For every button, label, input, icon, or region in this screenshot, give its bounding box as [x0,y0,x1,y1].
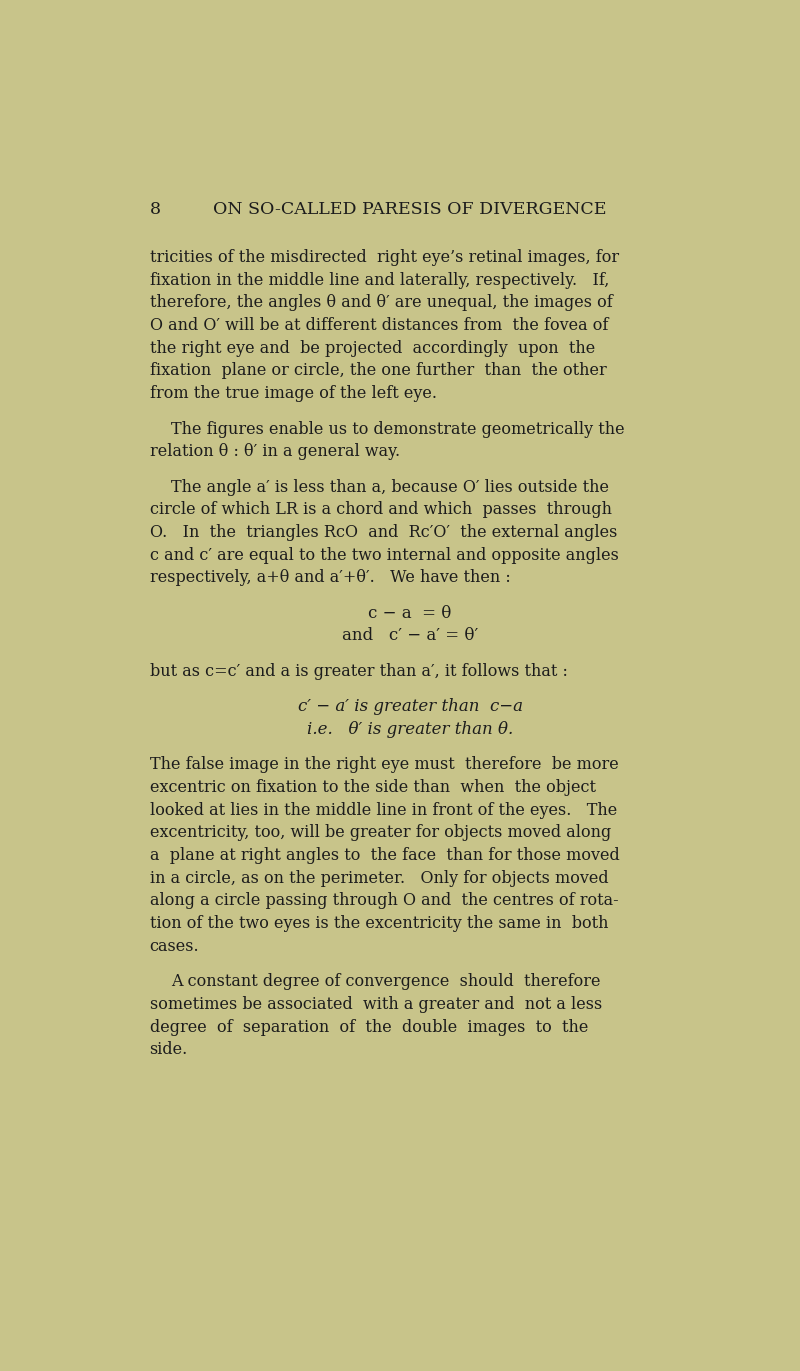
Text: respectively, a+θ and a′+θ′.   We have then :: respectively, a+θ and a′+θ′. We have the… [150,569,510,587]
Text: tricities of the misdirected  right eye’s retinal images, for: tricities of the misdirected right eye’s… [150,250,618,266]
Text: in a circle, as on the perimeter.   Only for objects moved: in a circle, as on the perimeter. Only f… [150,869,608,887]
Text: fixation  plane or circle, the one further  than  the other: fixation plane or circle, the one furthe… [150,362,606,380]
Text: c′ − a′ is greater than  c−a: c′ − a′ is greater than c−a [298,698,522,716]
Text: a  plane at right angles to  the face  than for those moved: a plane at right angles to the face than… [150,847,619,864]
Text: O.   In  the  triangles RcO  and  Rc′O′  the external angles: O. In the triangles RcO and Rc′O′ the ex… [150,524,617,542]
Text: The figures enable us to demonstrate geometrically the: The figures enable us to demonstrate geo… [171,421,625,437]
Text: looked at lies in the middle line in front of the eyes.   The: looked at lies in the middle line in fro… [150,802,617,818]
Text: the right eye and  be projected  accordingly  upon  the: the right eye and be projected according… [150,340,595,356]
Text: cases.: cases. [150,938,199,954]
Text: but as c=c′ and a is greater than a′, it follows that :: but as c=c′ and a is greater than a′, it… [150,662,567,680]
Text: 8: 8 [150,202,161,218]
Text: along a circle passing through O and  the centres of rota-: along a circle passing through O and the… [150,893,618,909]
Text: ON SO-CALLED PARESIS OF DIVERGENCE: ON SO-CALLED PARESIS OF DIVERGENCE [214,202,606,218]
Text: c − a  = θ: c − a = θ [368,605,452,621]
Text: circle of which LR is a chord and which  passes  through: circle of which LR is a chord and which … [150,502,612,518]
Text: The angle a′ is less than a, because O′ lies outside the: The angle a′ is less than a, because O′ … [171,478,610,495]
Text: side.: side. [150,1041,188,1058]
Text: from the true image of the left eye.: from the true image of the left eye. [150,385,437,402]
Text: The false image in the right eye must  therefore  be more: The false image in the right eye must th… [150,757,618,773]
Text: and   c′ − a′ = θ′: and c′ − a′ = θ′ [342,628,478,644]
Text: fixation in the middle line and laterally, respectively.   If,: fixation in the middle line and laterall… [150,271,609,289]
Text: c and c′ are equal to the two internal and opposite angles: c and c′ are equal to the two internal a… [150,547,618,563]
Text: sometimes be associated  with a greater and  not a less: sometimes be associated with a greater a… [150,995,602,1013]
Text: A constant degree of convergence  should  therefore: A constant degree of convergence should … [171,973,601,990]
Text: O and O′ will be at different distances from  the fovea of: O and O′ will be at different distances … [150,317,608,335]
Text: excentric on fixation to the side than  when  the object: excentric on fixation to the side than w… [150,779,595,797]
Text: degree  of  separation  of  the  double  images  to  the: degree of separation of the double image… [150,1019,588,1035]
Text: tion of the two eyes is the excentricity the same in  both: tion of the two eyes is the excentricity… [150,914,608,932]
Text: excentricity, too, will be greater for objects moved along: excentricity, too, will be greater for o… [150,824,611,842]
Text: i.e.   θ′ is greater than θ.: i.e. θ′ is greater than θ. [307,721,513,738]
Text: therefore, the angles θ and θ′ are unequal, the images of: therefore, the angles θ and θ′ are unequ… [150,295,612,311]
Text: relation θ : θ′ in a general way.: relation θ : θ′ in a general way. [150,443,400,461]
